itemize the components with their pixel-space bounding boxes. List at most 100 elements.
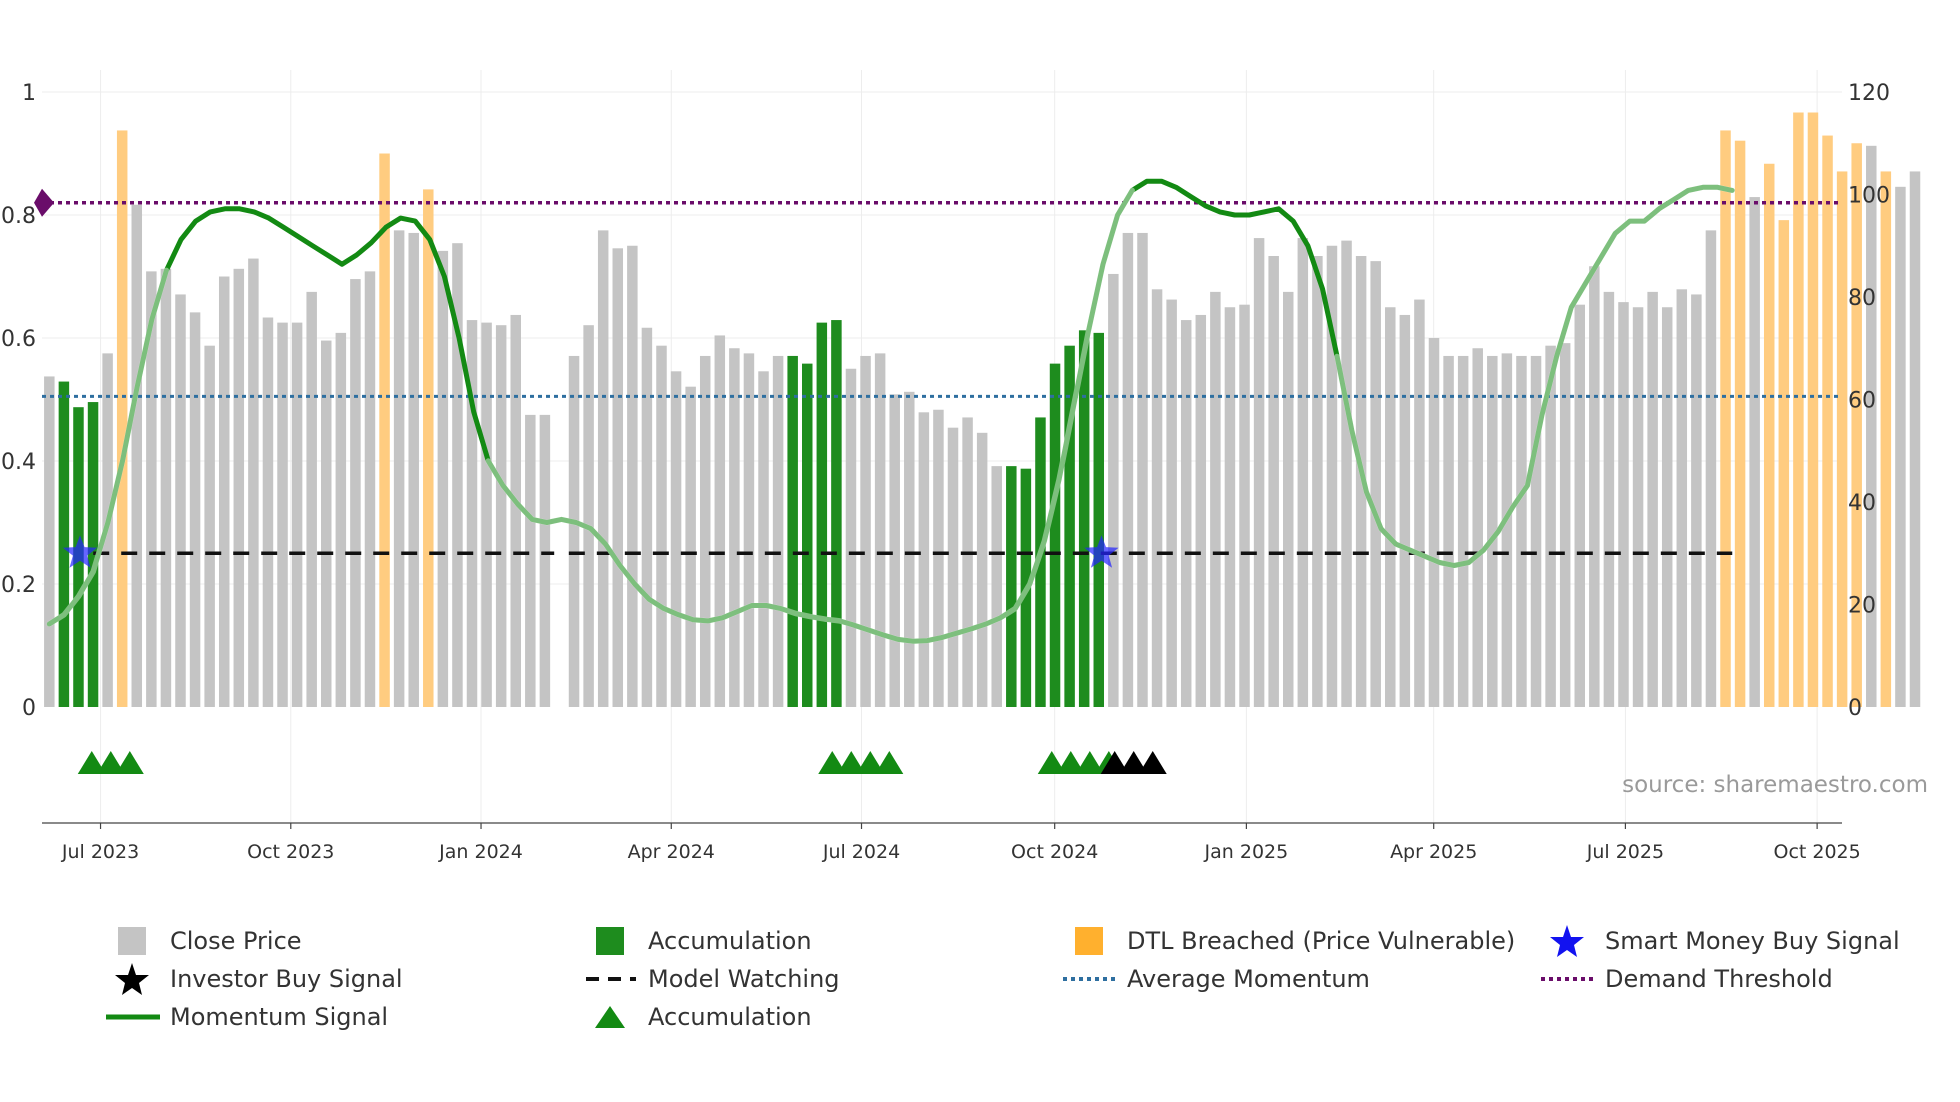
right-tick-label: 40 <box>1848 491 1876 516</box>
close-price-bar <box>1705 230 1717 707</box>
dtl-breached-bar <box>423 189 434 707</box>
close-price-bar <box>175 294 186 707</box>
x-tick-label: Apr 2025 <box>1390 841 1477 863</box>
close-price-bar <box>874 353 886 707</box>
close-price-bar <box>1195 314 1207 707</box>
momentum-signal-faded <box>46 267 170 627</box>
close-price-bar <box>204 345 215 707</box>
accumulation-triangle <box>1037 751 1066 774</box>
close-price-bar <box>1909 171 1921 707</box>
close-price-bar <box>1443 355 1454 707</box>
close-price-bar <box>364 271 376 707</box>
close-price-bar <box>466 320 478 707</box>
accumulation-triangle <box>856 751 885 774</box>
dtl-breached-bar <box>1778 220 1790 707</box>
close-price-bar <box>641 327 653 707</box>
close-price-bar <box>335 332 347 707</box>
close-price-bar <box>1661 307 1673 707</box>
dtl-breached-bar <box>1763 163 1775 707</box>
close-price-bar <box>1603 291 1615 707</box>
close-price-bar <box>1122 232 1134 707</box>
close-price-bar <box>947 427 959 707</box>
close-price-bar <box>933 409 944 707</box>
accumulation-bar <box>1064 345 1075 707</box>
close-price-bar <box>670 371 682 707</box>
close-price-bar <box>262 317 274 707</box>
accumulation-bar <box>1035 417 1046 707</box>
close-price-bar <box>699 355 711 707</box>
dtl-breached-bar <box>116 130 128 707</box>
close-price-bar <box>1457 355 1469 707</box>
close-price-bar <box>510 314 521 707</box>
close-price-bar <box>248 258 259 707</box>
close-price-bar <box>918 412 930 707</box>
accumulation-triangle <box>1056 751 1085 774</box>
x-tick-label: Jan 2025 <box>1204 841 1289 863</box>
dtl-breached-bar <box>1880 171 1892 707</box>
close-price-bar <box>1516 355 1527 707</box>
accumulation-bar <box>802 363 813 707</box>
close-price-bar <box>539 414 551 707</box>
x-tick-label: Apr 2024 <box>628 841 715 863</box>
close-price-bar <box>1632 307 1644 707</box>
momentum-signal-faded <box>485 187 1135 644</box>
close-price-bar <box>1618 302 1629 707</box>
close-price-bar <box>976 432 988 707</box>
dtl-breached-bar <box>1836 171 1848 707</box>
close-price-bar <box>1297 238 1309 707</box>
accumulation-bar <box>87 402 99 707</box>
investor-buy-triangle <box>1138 751 1167 774</box>
close-price-bar <box>627 245 638 707</box>
accumulation-triangle <box>837 751 866 774</box>
close-price-bar <box>218 276 230 707</box>
accumulation-bar <box>831 320 842 707</box>
accumulation-bar <box>816 322 828 707</box>
left-tick-label: 0.8 <box>1 204 36 229</box>
close-price-bar <box>350 279 361 707</box>
close-price-bar <box>612 248 624 707</box>
right-tick-label: 120 <box>1848 81 1890 106</box>
accumulation-triangle <box>96 751 125 774</box>
close-price-bar <box>1399 314 1411 707</box>
x-tick-label: Jul 2025 <box>1586 841 1664 863</box>
close-price-bar <box>889 394 900 707</box>
close-price-bar <box>729 348 740 707</box>
close-price-bar <box>495 325 507 707</box>
close-price-bar <box>1210 291 1221 707</box>
close-price-bar <box>1326 245 1338 707</box>
close-price-bar <box>597 230 609 707</box>
close-price-bar <box>1559 343 1571 707</box>
close-price-bar <box>1239 304 1250 707</box>
accumulation-bar <box>1049 363 1061 707</box>
close-price-bar <box>1866 145 1877 707</box>
close-price-bar <box>1647 291 1658 707</box>
close-price-bar <box>1108 273 1119 707</box>
close-price-bar <box>1355 256 1367 707</box>
x-tick-label: Oct 2025 <box>1773 841 1860 863</box>
close-price-bar <box>860 355 871 707</box>
x-tick-label: Jul 2024 <box>822 841 900 863</box>
smart-money-star <box>62 535 98 568</box>
accumulation-bar <box>1078 330 1090 707</box>
x-tick-label: Jan 2024 <box>438 841 523 863</box>
close-price-bar <box>44 376 55 707</box>
dtl-breached-bar <box>1720 130 1731 707</box>
right-tick-label: 60 <box>1848 389 1876 414</box>
close-price-bar <box>393 230 405 707</box>
close-price-bar <box>306 291 317 707</box>
close-price-bar <box>1589 266 1600 707</box>
investor-buy-triangle <box>1119 751 1148 774</box>
close-price-bar <box>845 368 857 707</box>
close-price-bar <box>1414 299 1425 707</box>
close-price-bar <box>1268 256 1279 707</box>
close-price-bar <box>1370 261 1381 707</box>
close-price-bar <box>1749 197 1760 707</box>
close-price-bar <box>656 345 667 707</box>
close-price-bar <box>408 232 419 707</box>
right-tick-label: 20 <box>1848 594 1876 619</box>
left-tick-label: 0.6 <box>1 327 36 352</box>
close-price-bar <box>1545 345 1556 707</box>
close-price-bar <box>758 371 769 707</box>
close-price-bar <box>321 340 332 707</box>
